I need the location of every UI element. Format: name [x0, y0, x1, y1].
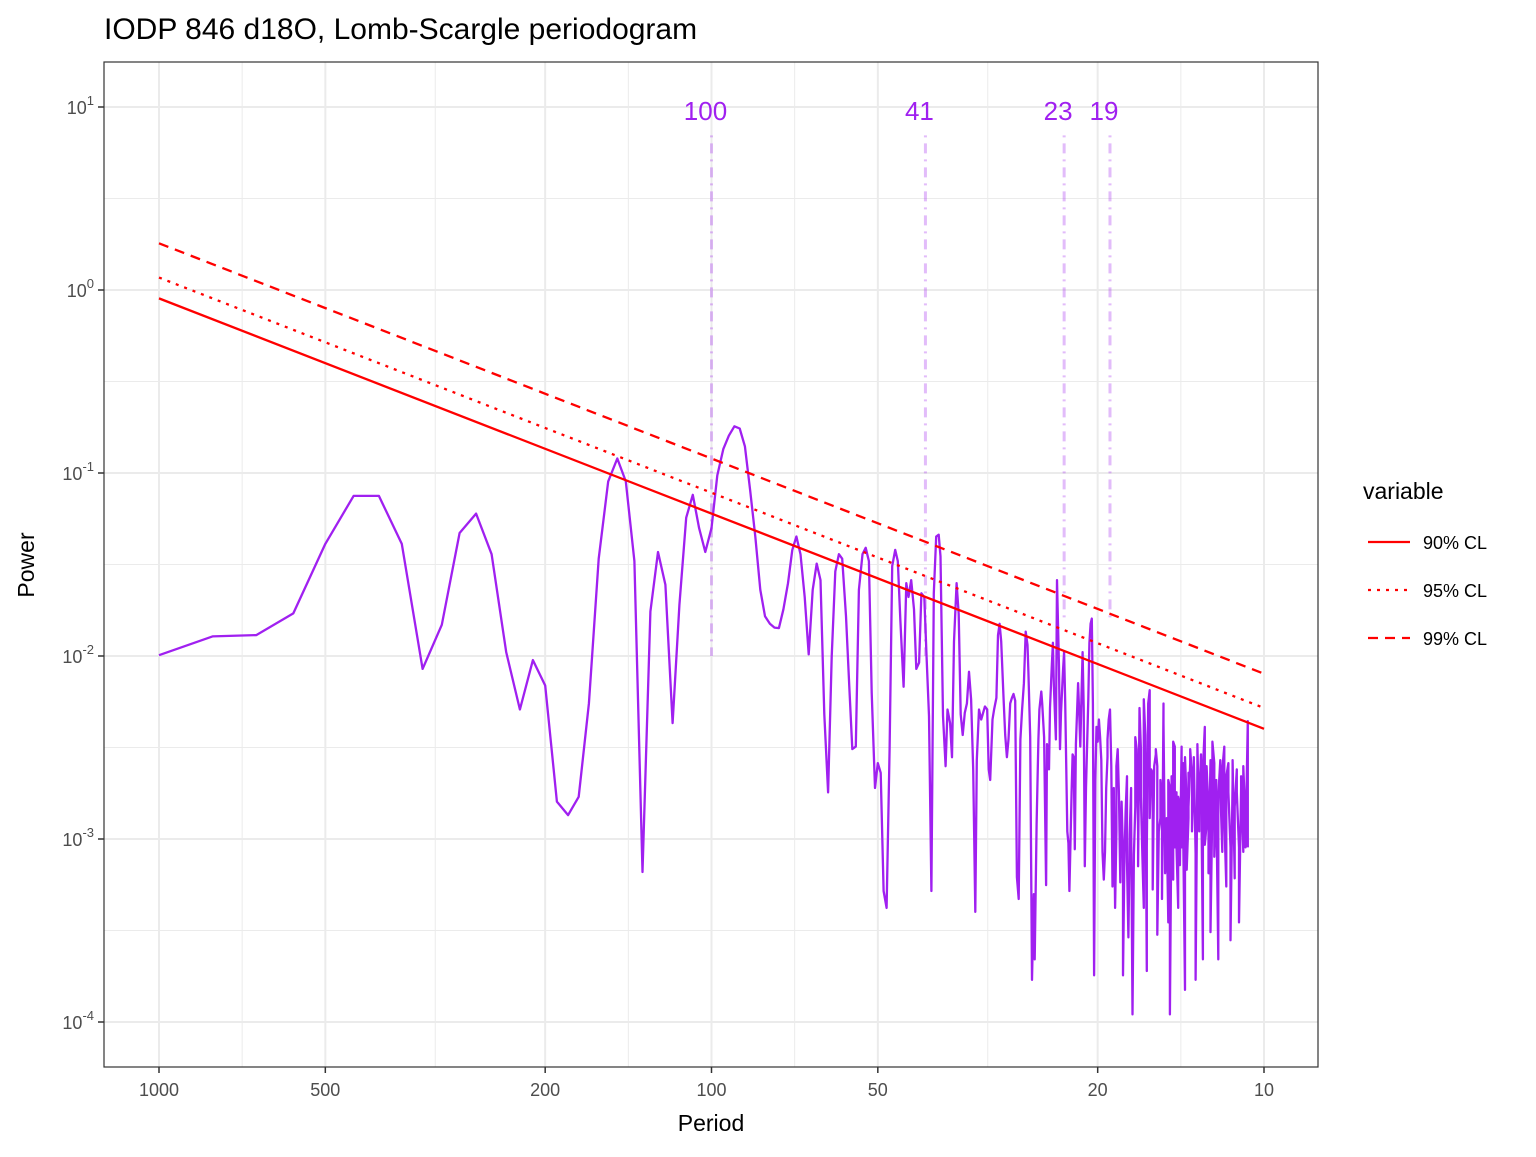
y-axis-label: Power [13, 532, 39, 598]
y-tick-label: 10-3 [62, 825, 94, 850]
confidence-line [158, 242, 1265, 675]
legend: variable 90% CL 95% CL 99% CL [1363, 478, 1487, 649]
legend-label: 95% CL [1423, 581, 1487, 601]
x-tick-label: 50 [868, 1080, 888, 1100]
x-tick-label: 100 [696, 1080, 726, 1100]
x-axis-label: Period [678, 1110, 744, 1136]
chart-title: IODP 846 d18O, Lomb-Scargle periodogram [104, 13, 697, 46]
plot-panel: 100 41 23 19 1000 500 200 100 50 20 10 101 100 10-1 10… [62, 61, 1319, 1100]
period-marker-label: 19 [1090, 96, 1119, 126]
legend-label: 99% CL [1423, 629, 1487, 649]
y-tick-label: 10-4 [62, 1008, 94, 1033]
y-tick-label: 101 [67, 93, 94, 118]
x-tick-label: 20 [1088, 1080, 1108, 1100]
legend-label: 90% CL [1423, 533, 1487, 553]
period-marker-label: 100 [684, 96, 727, 126]
y-tick-label: 10-2 [62, 642, 94, 667]
y-tick-label: 10-1 [62, 459, 94, 484]
period-marker-label: 23 [1044, 96, 1073, 126]
x-tick-label: 1000 [139, 1080, 179, 1100]
period-marker-label: 41 [905, 96, 934, 126]
x-tick-label: 10 [1254, 1080, 1274, 1100]
confidence-line [158, 297, 1265, 730]
spectrum-line [158, 425, 1249, 1016]
x-tick-label: 200 [530, 1080, 560, 1100]
y-tick-label: 100 [67, 276, 94, 301]
legend-title: variable [1363, 478, 1444, 504]
x-tick-label: 500 [310, 1080, 340, 1100]
